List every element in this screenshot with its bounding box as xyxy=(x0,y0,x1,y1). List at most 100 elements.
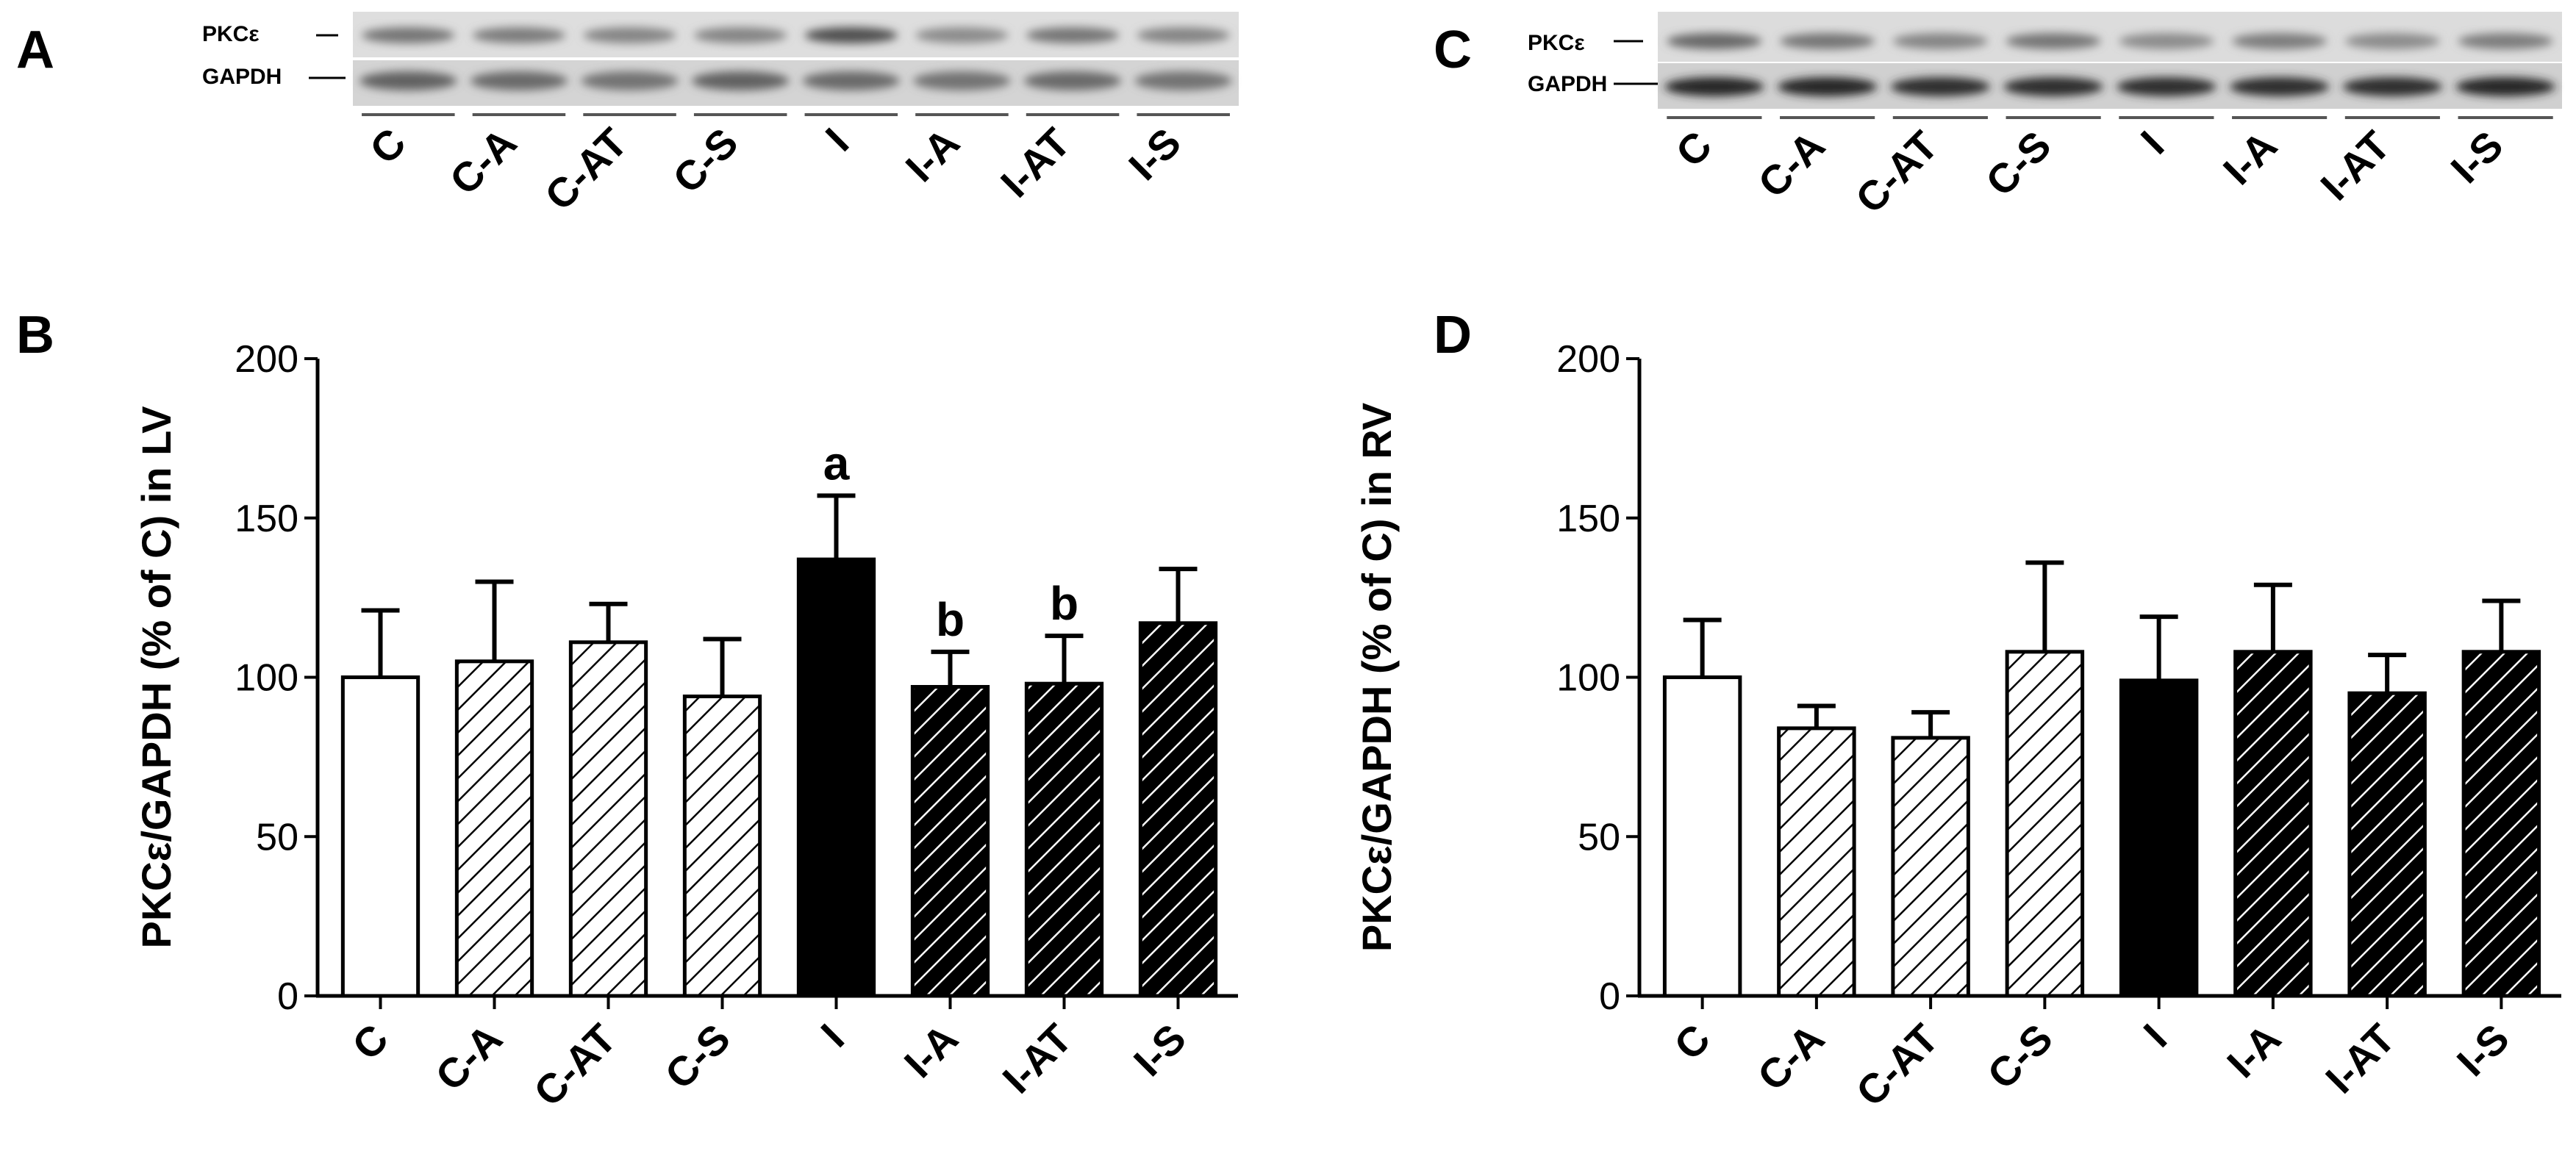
blota-lane-label-c-at: C-AT xyxy=(536,119,636,219)
chart-b-category-label-i-s: I-S xyxy=(1125,1015,1195,1085)
blotc-lane-label-c-at: C-AT xyxy=(1847,122,1947,222)
chart-b-bar-c-a xyxy=(454,659,534,998)
blota-pkc-band-c-a xyxy=(472,27,566,43)
panel-letter-a: A xyxy=(16,21,54,79)
blota-gapdh-band-i-s xyxy=(1134,71,1232,90)
panel-letter-c: C xyxy=(1434,21,1472,79)
chart-d-category-label-c-a: C-A xyxy=(1748,1015,1833,1100)
blot-a-gapdh-label: GAPDH xyxy=(202,65,282,89)
blota-gapdh-band-c-s xyxy=(691,71,790,90)
chart-d-ytick-label-200: 200 xyxy=(1556,338,1620,381)
blotc-lane-label-i-s: I-S xyxy=(2441,122,2511,192)
chart-b-category-label-c-a: C-A xyxy=(426,1015,511,1100)
chart-d-ytick-label-150: 150 xyxy=(1556,498,1620,540)
chart-b-category-label-c-s: C-S xyxy=(656,1015,739,1098)
blotc-pkc-band-c-at xyxy=(1892,33,1988,49)
chart-b-bar-c-s xyxy=(682,695,762,998)
chart-d-bar-c-at xyxy=(1891,736,1970,998)
blota-lane-label-i-s: I-S xyxy=(1120,119,1189,189)
chart-b-category-label-c-at: C-AT xyxy=(525,1015,625,1115)
blotc-pkc-band-c-s xyxy=(2006,33,2101,49)
blotc-gapdh-band-i-a xyxy=(2229,77,2330,96)
chart-b-bar-i xyxy=(796,557,876,998)
panel-letter-d: D xyxy=(1434,306,1472,365)
western-blot-c: PKCε GAPDH C C-A C-AT C-S I I-A I-AT I-S xyxy=(1528,12,2562,222)
blota-pkc-band-i-a xyxy=(915,27,1009,43)
blot-c-pkc-label: PKCε xyxy=(1528,31,1585,55)
chart-d-ytick-label-100: 100 xyxy=(1556,657,1620,700)
blota-gapdh-band-i-at xyxy=(1023,71,1122,90)
chart-b-bar-i-s xyxy=(1138,621,1218,998)
blota-pkc-band-i-s xyxy=(1137,27,1230,43)
blotc-lane-label-i: I xyxy=(2132,122,2173,163)
blotc-gapdh-band-c-a xyxy=(1777,77,1878,96)
blot-c-gapdh-label: GAPDH xyxy=(1528,72,1607,96)
blotc-gapdh-band-c-at xyxy=(1890,77,1991,96)
chart-d-category-label-c: C xyxy=(1665,1015,1719,1069)
chart-b-significance-i-a: b xyxy=(936,593,965,646)
chart-d-ytick-label-0: 0 xyxy=(1599,975,1620,1018)
blotc-gapdh-band-c-s xyxy=(2003,77,2103,96)
chart-d-category-label-c-s: C-S xyxy=(1978,1015,2061,1098)
blota-lane-label-c-s: C-S xyxy=(664,119,747,202)
western-blot-a: PKCε GAPDH C C-A C-AT C-S I I-A I-AT I-S xyxy=(202,12,1239,219)
blotc-gapdh-band-i-at xyxy=(2342,77,2443,96)
chart-b-bar-c-at xyxy=(568,640,648,998)
blotc-pkc-band-c-a xyxy=(1780,33,1875,49)
chart-d-bar-c xyxy=(1662,675,1742,998)
chart-b-significance-i-at: b xyxy=(1050,577,1078,630)
blotc-pkc-band-i-s xyxy=(2458,33,2553,49)
chart-b-category-label-i: I xyxy=(812,1015,853,1056)
blotc-lane-label-c-s: C-S xyxy=(1977,122,2060,205)
panel-letter-b: B xyxy=(16,306,54,365)
blota-gapdh-band-c-at xyxy=(581,71,679,90)
chart-b-ytick-label-150: 150 xyxy=(235,498,298,540)
blota-lane-label-i-a: I-A xyxy=(897,119,968,190)
chart-b-category-label-c: C xyxy=(343,1015,397,1069)
blotc-lane-label-c-a: C-A xyxy=(1749,122,1833,207)
chart-d-bar-c-s xyxy=(2005,650,2085,998)
chart-d-y-axis-label: PKCε/GAPDH (% of C) in RV xyxy=(1353,403,1400,952)
blota-gapdh-band-i xyxy=(802,71,901,90)
blota-pkc-band-i xyxy=(804,27,898,43)
blota-gapdh-band-c-a xyxy=(470,71,568,90)
blotc-gapdh-band-i xyxy=(2117,77,2217,96)
chart-b-bar-c xyxy=(340,675,421,998)
blotc-lane-label-c: C xyxy=(1667,122,1720,176)
blota-gapdh-band-i-a xyxy=(913,71,1011,90)
blotc-gapdh-band-i-s xyxy=(2455,77,2555,96)
chart-d-category-label-i-a: I-A xyxy=(2218,1015,2289,1086)
chart-d-bar-i xyxy=(2119,678,2199,998)
chart-b-bar-i-at xyxy=(1024,681,1104,998)
blota-gapdh-band-c xyxy=(359,71,457,90)
blotc-pkc-band-i xyxy=(2119,33,2214,49)
chart-d-bar-i-at xyxy=(2347,691,2427,998)
chart-d-category-label-c-at: C-AT xyxy=(1847,1015,1947,1115)
chart-b-ytick-label-50: 50 xyxy=(256,816,298,858)
blota-lane-label-i-at: I-AT xyxy=(992,119,1079,207)
blotc-gapdh-band-c xyxy=(1664,77,1764,96)
blota-pkc-band-c xyxy=(362,27,455,43)
blota-lane-label-c-a: C-A xyxy=(440,119,525,204)
chart-b-significance-i: a xyxy=(823,437,850,489)
chart-d-bar-i-a xyxy=(2233,650,2313,998)
chart-d-bar-i-s xyxy=(2461,650,2541,998)
chart-d-ytick-label-50: 50 xyxy=(1578,816,1620,858)
chart-b-y-axis-label: PKCε/GAPDH (% of C) in LV xyxy=(133,406,179,949)
chart-d-category-label-i-s: I-S xyxy=(2448,1015,2518,1085)
blota-pkc-band-i-at xyxy=(1026,27,1120,43)
chart-d-bar-c-a xyxy=(1777,726,1856,998)
blotc-lane-label-i-at: I-AT xyxy=(2311,122,2399,209)
chart-b-ytick-label-100: 100 xyxy=(235,657,298,700)
chart-b-category-label-i-at: I-AT xyxy=(993,1015,1081,1102)
chart-d-category-label-i: I xyxy=(2135,1015,2176,1056)
blota-lane-label-c: C xyxy=(361,119,415,173)
blotc-lane-label-i-a: I-A xyxy=(2214,122,2286,193)
blot-a-pkc-label: PKCε xyxy=(202,22,260,46)
blota-pkc-band-c-at xyxy=(583,27,676,43)
chart-b-bar-i-a xyxy=(910,685,990,998)
blota-lane-label-i: I xyxy=(817,119,858,160)
